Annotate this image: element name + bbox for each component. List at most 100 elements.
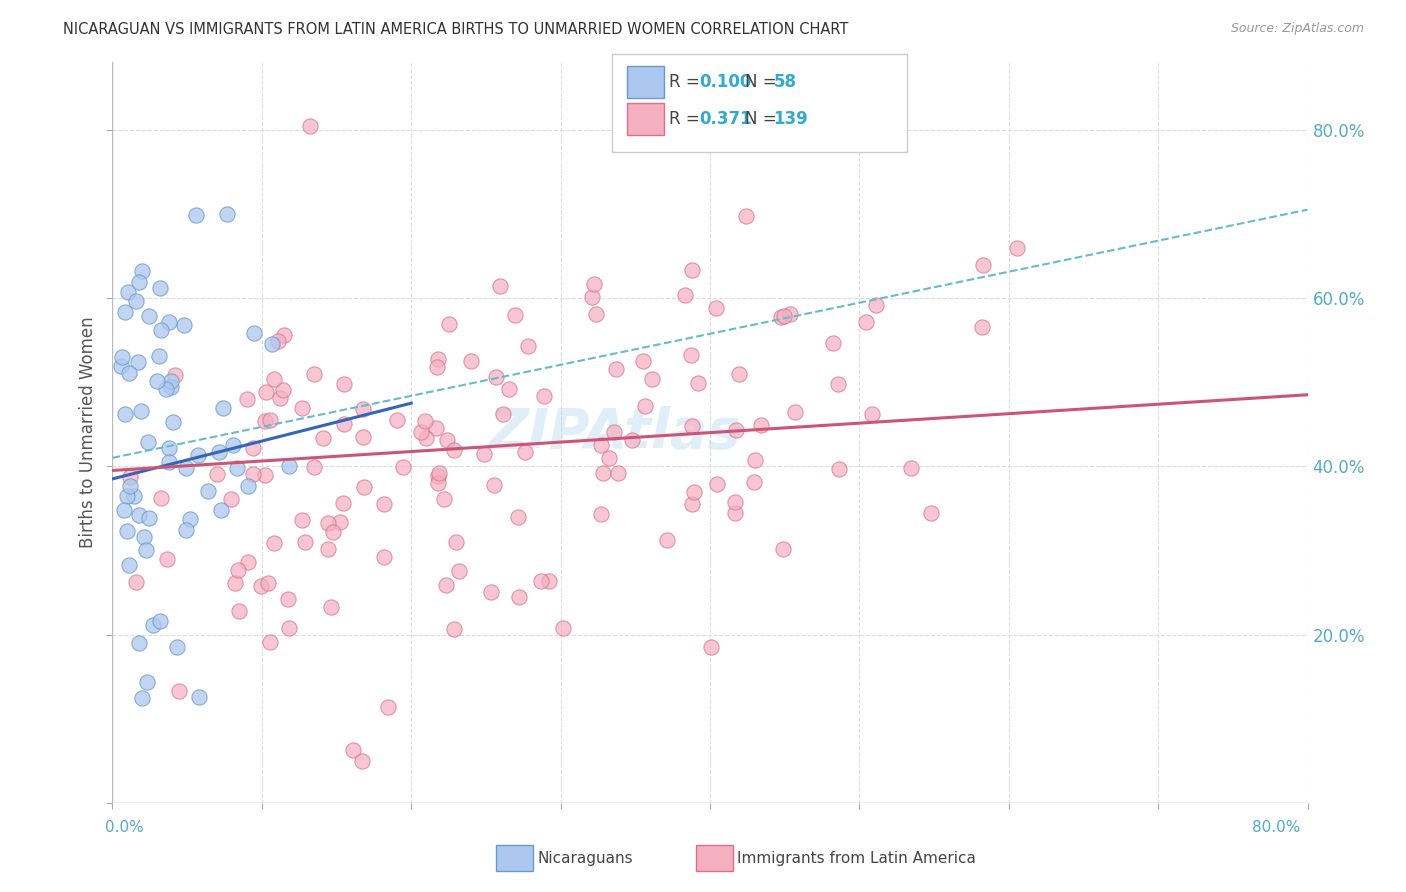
Point — [166, 640, 188, 654]
Point — [319, 600, 342, 615]
Point — [187, 448, 209, 462]
Point — [115, 524, 138, 538]
Point — [681, 419, 703, 434]
Point — [724, 423, 747, 437]
Point — [316, 541, 339, 556]
Text: Nicaraguans: Nicaraguans — [537, 851, 633, 865]
Point — [131, 264, 153, 278]
Point — [179, 512, 201, 526]
Point — [217, 207, 239, 221]
Point — [135, 675, 157, 690]
Point — [157, 441, 180, 455]
Point — [353, 480, 375, 494]
Point — [744, 475, 766, 489]
Point — [631, 354, 654, 368]
Point — [311, 431, 333, 445]
Point — [197, 483, 219, 498]
Point — [392, 460, 415, 475]
Point — [785, 405, 807, 419]
Point — [479, 585, 502, 599]
Point — [128, 635, 150, 649]
Point — [449, 564, 471, 578]
Point — [437, 318, 460, 332]
Point — [673, 288, 696, 302]
Text: Immigrants from Latin America: Immigrants from Latin America — [737, 851, 976, 865]
Point — [298, 119, 321, 133]
Point — [322, 525, 344, 540]
Point — [149, 614, 172, 628]
Point — [236, 392, 259, 406]
Point — [860, 407, 883, 421]
Point — [242, 441, 264, 455]
Point — [257, 575, 280, 590]
Point — [253, 467, 276, 482]
Point — [291, 513, 314, 527]
Text: 0.100: 0.100 — [699, 73, 751, 91]
Text: 58: 58 — [773, 73, 796, 91]
Point — [585, 307, 607, 321]
Point — [704, 301, 727, 315]
Point — [111, 350, 134, 364]
Point — [333, 377, 356, 392]
Point — [1005, 240, 1028, 254]
Point — [617, 55, 640, 70]
Point — [263, 536, 285, 550]
Point — [411, 425, 433, 439]
Text: Source: ZipAtlas.com: Source: ZipAtlas.com — [1230, 22, 1364, 36]
Point — [243, 326, 266, 340]
Point — [332, 496, 354, 510]
Point — [155, 382, 177, 396]
Point — [427, 469, 450, 483]
Point — [135, 543, 157, 558]
Point — [271, 384, 294, 398]
Text: 139: 139 — [773, 110, 808, 128]
Point — [970, 320, 993, 334]
Text: 0.0%: 0.0% — [105, 821, 145, 835]
Point — [267, 334, 290, 348]
Point — [773, 310, 796, 324]
Point — [157, 315, 180, 329]
Point — [655, 533, 678, 547]
Point — [505, 308, 527, 322]
Point — [333, 417, 356, 432]
Point — [259, 635, 281, 649]
Point — [589, 438, 612, 452]
Point — [533, 389, 555, 403]
Point — [425, 420, 447, 434]
Point — [188, 690, 211, 704]
Point — [238, 479, 260, 493]
Point — [212, 401, 235, 415]
Point — [444, 535, 467, 549]
Point — [724, 506, 747, 520]
Point — [641, 372, 664, 386]
Point — [114, 407, 136, 421]
Point — [377, 699, 399, 714]
Point — [131, 404, 153, 418]
Point — [329, 515, 352, 529]
Point — [110, 359, 132, 373]
Point — [602, 425, 624, 440]
Point — [142, 617, 165, 632]
Point — [508, 510, 530, 524]
Point — [443, 623, 465, 637]
Point — [855, 315, 877, 329]
Point — [131, 690, 153, 705]
Point — [415, 431, 437, 445]
Point — [538, 574, 561, 589]
Point — [138, 511, 160, 525]
Point — [226, 563, 249, 577]
Point — [734, 209, 756, 223]
Point — [513, 445, 536, 459]
Point — [273, 327, 295, 342]
Point — [148, 280, 170, 294]
Point — [749, 418, 772, 433]
Point — [342, 743, 364, 757]
Point — [294, 534, 316, 549]
Text: 80.0%: 80.0% — [1253, 821, 1301, 835]
Point — [373, 497, 395, 511]
Y-axis label: Births to Unmarried Women: Births to Unmarried Women — [79, 317, 97, 549]
Point — [125, 574, 148, 589]
Point — [278, 621, 301, 635]
Point — [207, 467, 229, 482]
Point — [173, 318, 195, 333]
